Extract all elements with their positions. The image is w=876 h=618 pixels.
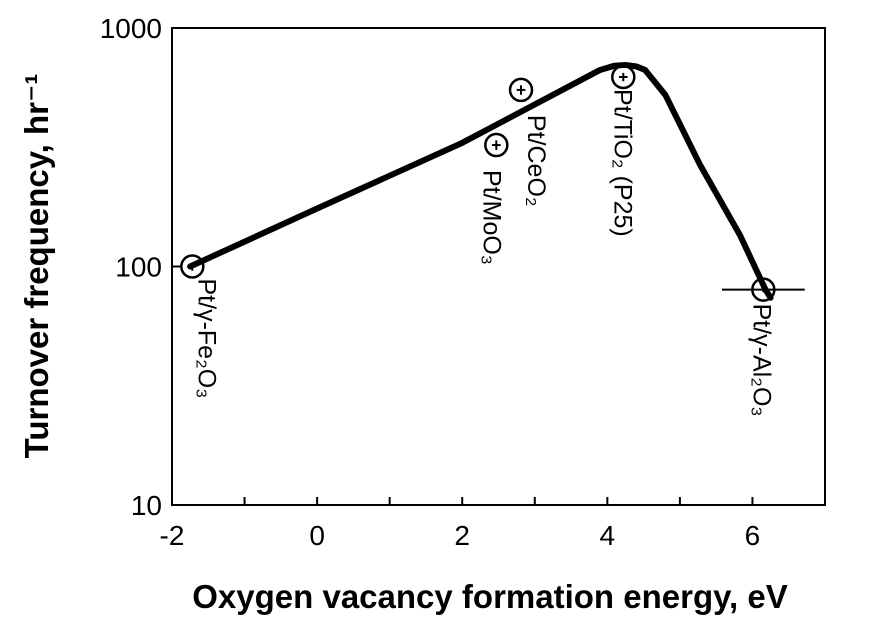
data-point — [751, 277, 776, 302]
data-point — [484, 132, 509, 158]
data-point — [508, 77, 534, 103]
trend-curve — [187, 61, 774, 301]
x-tick-label: 6 — [745, 520, 761, 551]
x-axis-label: Oxygen vacancy formation energy, eV — [192, 578, 787, 615]
y-tick-label: 1000 — [100, 13, 162, 44]
x-tick-label: 4 — [600, 520, 616, 551]
point-label: Pt/γ-Fe₂O₃ — [192, 279, 220, 399]
point-label: Pt/MoO₃ — [477, 170, 505, 265]
plot-frame — [171, 27, 826, 506]
point-label: Pt/CeO₂ — [522, 115, 550, 207]
y-tick-label: 100 — [115, 252, 162, 283]
data-point — [180, 254, 205, 279]
point-label: Pt/γ-Al₂O₃ — [747, 304, 775, 417]
y-axis-label: Turnover frequency, hr⁻¹ — [18, 74, 55, 459]
x-tick-label: -2 — [160, 520, 185, 551]
x-tick-label: 0 — [309, 520, 325, 551]
data-point — [611, 64, 636, 90]
point-label: Pt/TiO₂ (P25) — [608, 89, 636, 237]
x-tick-label: 2 — [454, 520, 470, 551]
y-tick-label: 10 — [131, 490, 162, 521]
